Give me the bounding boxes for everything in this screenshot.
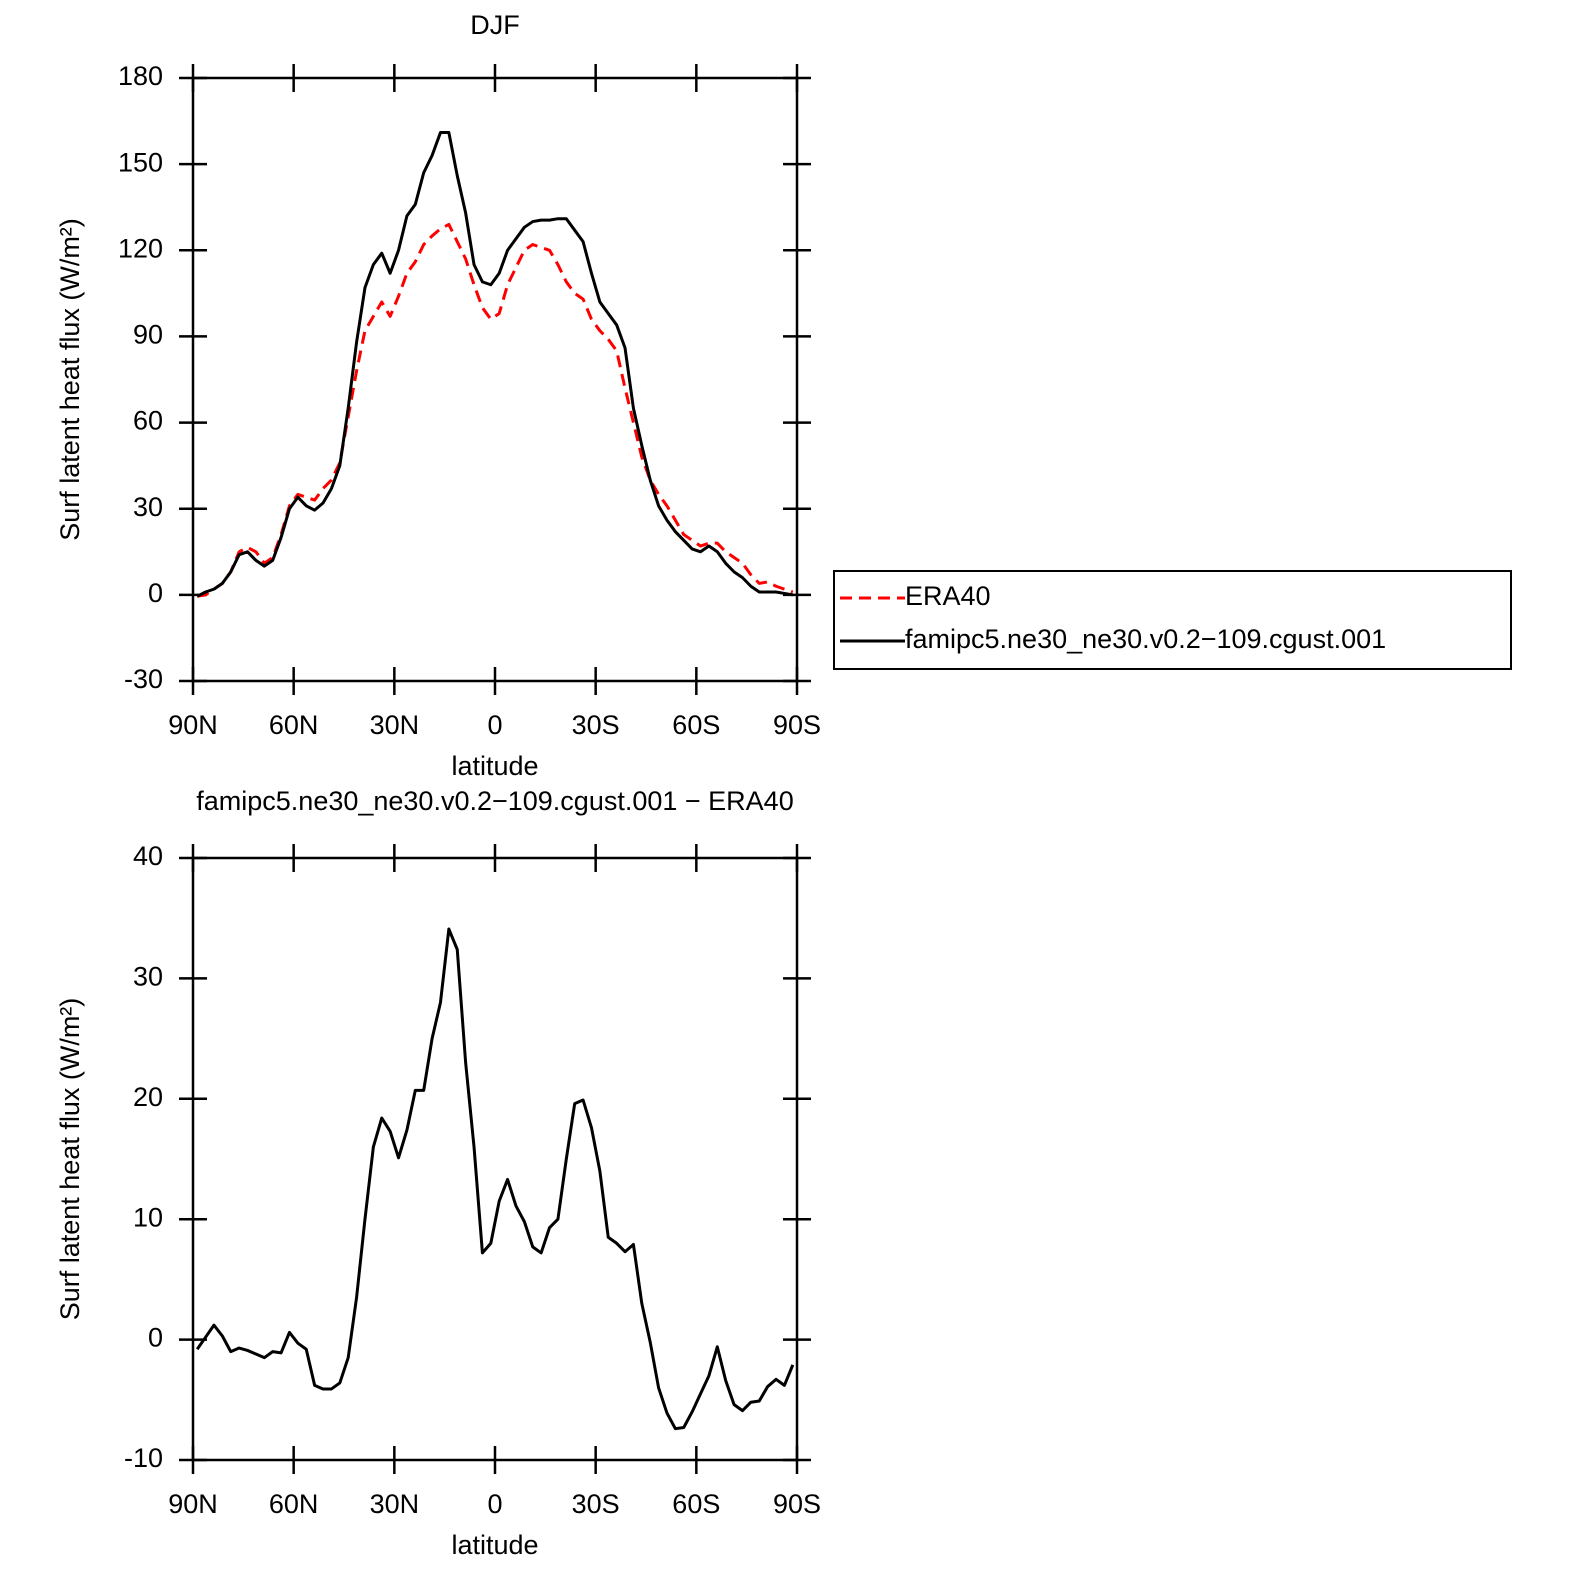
y-axis-label: Surf latent heat flux (W/m²) [55, 998, 85, 1321]
y-axis-label: Surf latent heat flux (W/m²) [55, 218, 85, 541]
x-tick-label: 30N [370, 710, 420, 740]
y-tick-label: 180 [118, 61, 163, 91]
x-tick-label: 90S [773, 710, 821, 740]
x-axis-label: latitude [451, 1530, 538, 1560]
plot-frame [191, 856, 799, 1462]
plot-frame [191, 76, 799, 683]
chart-title: DJF [470, 10, 520, 40]
x-tick-label: 60N [269, 710, 319, 740]
y-tick-label: 10 [133, 1202, 163, 1232]
legend-label: famipc5.ne30_ne30.v0.2−109.cgust.001 [905, 624, 1386, 654]
x-tick-label: 0 [487, 710, 502, 740]
y-tick-label: 20 [133, 1082, 163, 1112]
x-tick-label: 30N [370, 1489, 420, 1519]
x-tick-label: 60S [672, 1489, 720, 1519]
legend-box [833, 570, 1512, 670]
y-tick-label: 150 [118, 147, 163, 177]
x-tick-label: 60N [269, 1489, 319, 1519]
y-tick-label: 40 [133, 841, 163, 871]
y-tick-label: 30 [133, 962, 163, 992]
x-tick-label: 90N [168, 710, 218, 740]
y-tick-label: 60 [133, 406, 163, 436]
x-tick-label: 30S [572, 710, 620, 740]
x-tick-label: 90N [168, 1489, 218, 1519]
x-axis-label: latitude [451, 751, 538, 781]
y-tick-label: -10 [124, 1443, 163, 1473]
y-tick-label: 0 [148, 1323, 163, 1353]
legend-label: ERA40 [905, 581, 991, 611]
y-tick-label: 0 [148, 578, 163, 608]
data-line [196, 131, 794, 598]
x-tick-label: 60S [672, 710, 720, 740]
x-tick-label: 30S [572, 1489, 620, 1519]
y-tick-label: 90 [133, 320, 163, 350]
chart-title: famipc5.ne30_ne30.v0.2−109.cgust.001 − E… [196, 786, 793, 816]
data-line [195, 927, 795, 1431]
x-tick-label: 0 [487, 1489, 502, 1519]
y-tick-label: 120 [118, 233, 163, 263]
y-tick-label: -30 [124, 664, 163, 694]
data-line [196, 222, 794, 598]
x-tick-label: 90S [773, 1489, 821, 1519]
y-tick-label: 30 [133, 492, 163, 522]
